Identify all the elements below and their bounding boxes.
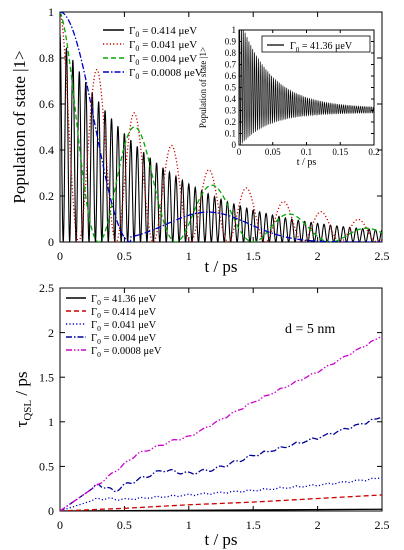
legend-entry: Γ0 = 0.414 μeV xyxy=(91,307,157,320)
x-tick-label: 2 xyxy=(315,249,321,263)
series-line-0 xyxy=(239,30,374,145)
legend-entry: Γ0 = 0.004 μeV xyxy=(91,333,157,346)
y-axis-label: Population of state |1> xyxy=(10,50,29,203)
x-tick-label: 0.5 xyxy=(117,249,132,263)
legend-box xyxy=(261,35,371,53)
y-tick-label: 0.9 xyxy=(225,37,237,47)
y-tick-label: 0.8 xyxy=(39,51,54,65)
series-line-0 xyxy=(60,508,382,511)
annotation: d = 5 nm xyxy=(285,322,335,337)
x-tick-label: 0.15 xyxy=(332,147,348,157)
legend-entry: Γ0 = 0.0008 μeV xyxy=(129,67,203,81)
bottom-chart: 0 0.5 1 1.5 2 2.5 0 0.5 1 1.5 2 2.5 t / ps τQSL / ps Γ… xyxy=(12,281,390,549)
x-tick-label: 1.5 xyxy=(246,249,261,263)
y-axis-label: τQSL / ps xyxy=(12,372,34,428)
top-chart: 0 0.5 1 1.5 2 2.5 0 0.2 0.4 0.6 0.8 1 t / ps Populati… xyxy=(10,5,390,276)
legend-entry: Γ0 = 0.414 μeV xyxy=(129,25,197,39)
y-tick-label: 0.3 xyxy=(225,106,237,116)
y-tick-label: 1 xyxy=(48,415,54,429)
series-line-1 xyxy=(60,494,382,511)
y-tick-label: 1 xyxy=(232,25,237,35)
y-axis-label: Population of state |1> xyxy=(198,47,208,128)
series-line-2 xyxy=(60,477,382,511)
y-tick-label: 0.5 xyxy=(39,460,54,474)
series-line-4 xyxy=(60,335,382,511)
x-tick-label: 1 xyxy=(186,249,192,263)
x-axis-label: t / ps xyxy=(297,157,317,168)
y-tick-label: 0 xyxy=(48,235,54,249)
y-tick-label: 2.5 xyxy=(39,281,54,295)
legend-entry: Γ0 = 41.36 μeV xyxy=(290,41,353,54)
x-tick-label: 0.1 xyxy=(301,147,312,157)
x-tick-label: 0.2 xyxy=(368,147,379,157)
legend-entry: Γ0 = 41.36 μeV xyxy=(91,294,157,307)
series-line-3 xyxy=(60,12,382,242)
plot-frame xyxy=(59,287,383,512)
legend-entry: Γ0 = 0.041 μeV xyxy=(91,320,157,333)
y-tick-label: 1.5 xyxy=(39,370,54,384)
plot-frame xyxy=(59,11,383,243)
series-line-3 xyxy=(60,416,382,511)
x-tick-label: 1 xyxy=(186,518,192,532)
y-tick-label: 0.6 xyxy=(225,71,237,81)
y-tick-label: 0.2 xyxy=(225,117,236,127)
x-tick-label: 0 xyxy=(237,147,242,157)
x-axis-label: t / ps xyxy=(204,530,237,549)
x-tick-label: 2.5 xyxy=(375,249,390,263)
x-tick-label: 1.5 xyxy=(246,518,261,532)
legend-entry: Γ0 = 0.041 μeV xyxy=(129,39,197,53)
x-tick-label: 2 xyxy=(315,518,321,532)
y-tick-label: 0.6 xyxy=(39,97,54,111)
y-tick-label: 0.4 xyxy=(39,143,54,157)
series-line-0 xyxy=(60,34,382,242)
y-tick-label: 0.4 xyxy=(225,94,237,104)
y-tick-label: 0 xyxy=(232,140,237,150)
legend: Γ0 = 41.36 μeV xyxy=(261,35,371,54)
y-tick-label: 0.8 xyxy=(225,48,237,58)
x-tick-label: 0.5 xyxy=(117,518,132,532)
legend-entry: Γ0 = 0.0008 μeV xyxy=(91,346,162,359)
x-axis-label: t / ps xyxy=(204,257,237,276)
x-tick-label: 2.5 xyxy=(375,518,390,532)
y-tick-label: 0.7 xyxy=(225,60,237,70)
inset-chart: 0 0.05 0.1 0.15 0.200.10.20.30.40.50.60.70.8… xyxy=(198,25,380,168)
series-line-1 xyxy=(60,12,382,242)
y-tick-label: 1 xyxy=(48,5,54,19)
y-tick-label: 2 xyxy=(48,326,54,340)
y-tick-label: 0.5 xyxy=(225,83,237,93)
x-tick-label: 0.05 xyxy=(265,147,281,157)
legend-entry: Γ0 = 0.004 μeV xyxy=(129,53,197,67)
x-tick-label: 0 xyxy=(57,249,63,263)
y-tick-label: 0.1 xyxy=(225,129,236,139)
y-tick-label: 0 xyxy=(48,504,54,518)
x-tick-label: 0 xyxy=(57,518,63,532)
y-tick-label: 0.2 xyxy=(39,189,54,203)
